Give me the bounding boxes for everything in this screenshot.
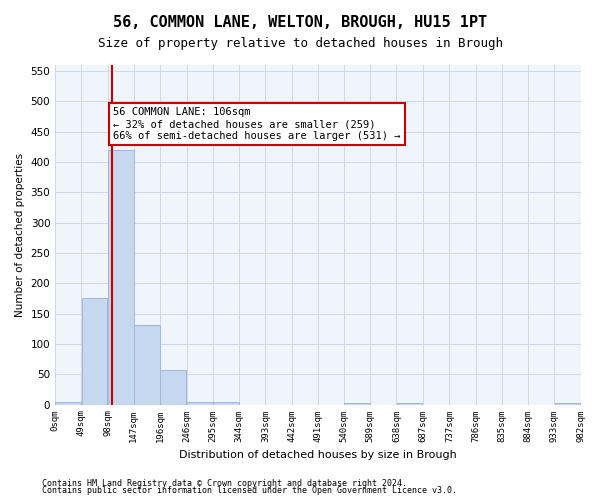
Text: Size of property relative to detached houses in Brough: Size of property relative to detached ho…: [97, 38, 503, 51]
Text: Contains public sector information licensed under the Open Government Licence v3: Contains public sector information licen…: [42, 486, 457, 495]
Bar: [55, 402, 81, 404]
Y-axis label: Number of detached properties: Number of detached properties: [15, 152, 25, 317]
Bar: [160, 370, 186, 404]
Bar: [108, 150, 134, 405]
Bar: [213, 402, 239, 404]
Bar: [134, 324, 160, 404]
Text: Contains HM Land Registry data © Crown copyright and database right 2024.: Contains HM Land Registry data © Crown c…: [42, 478, 407, 488]
Text: 56, COMMON LANE, WELTON, BROUGH, HU15 1PT: 56, COMMON LANE, WELTON, BROUGH, HU15 1P…: [113, 15, 487, 30]
Text: 56 COMMON LANE: 106sqm
← 32% of detached houses are smaller (259)
66% of semi-de: 56 COMMON LANE: 106sqm ← 32% of detached…: [113, 108, 400, 140]
Bar: [82, 298, 107, 405]
X-axis label: Distribution of detached houses by size in Brough: Distribution of detached houses by size …: [179, 450, 457, 460]
Bar: [187, 402, 213, 404]
